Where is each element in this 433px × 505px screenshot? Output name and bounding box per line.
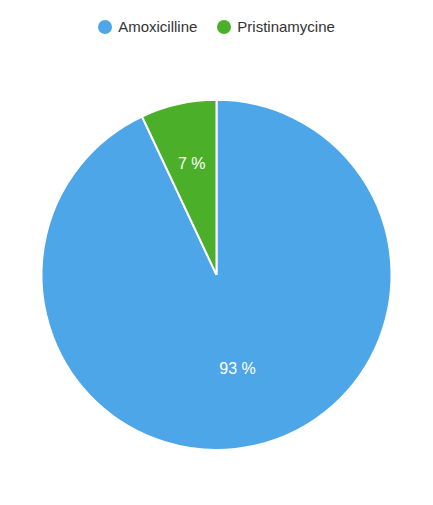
svg-text:93 %: 93 % — [219, 360, 255, 377]
html-text:Pristinamycine: Pristinamycine — [237, 18, 335, 35]
html-text:Amoxicilline: Amoxicilline — [118, 18, 198, 35]
svg-text:7 %: 7 % — [178, 155, 206, 172]
